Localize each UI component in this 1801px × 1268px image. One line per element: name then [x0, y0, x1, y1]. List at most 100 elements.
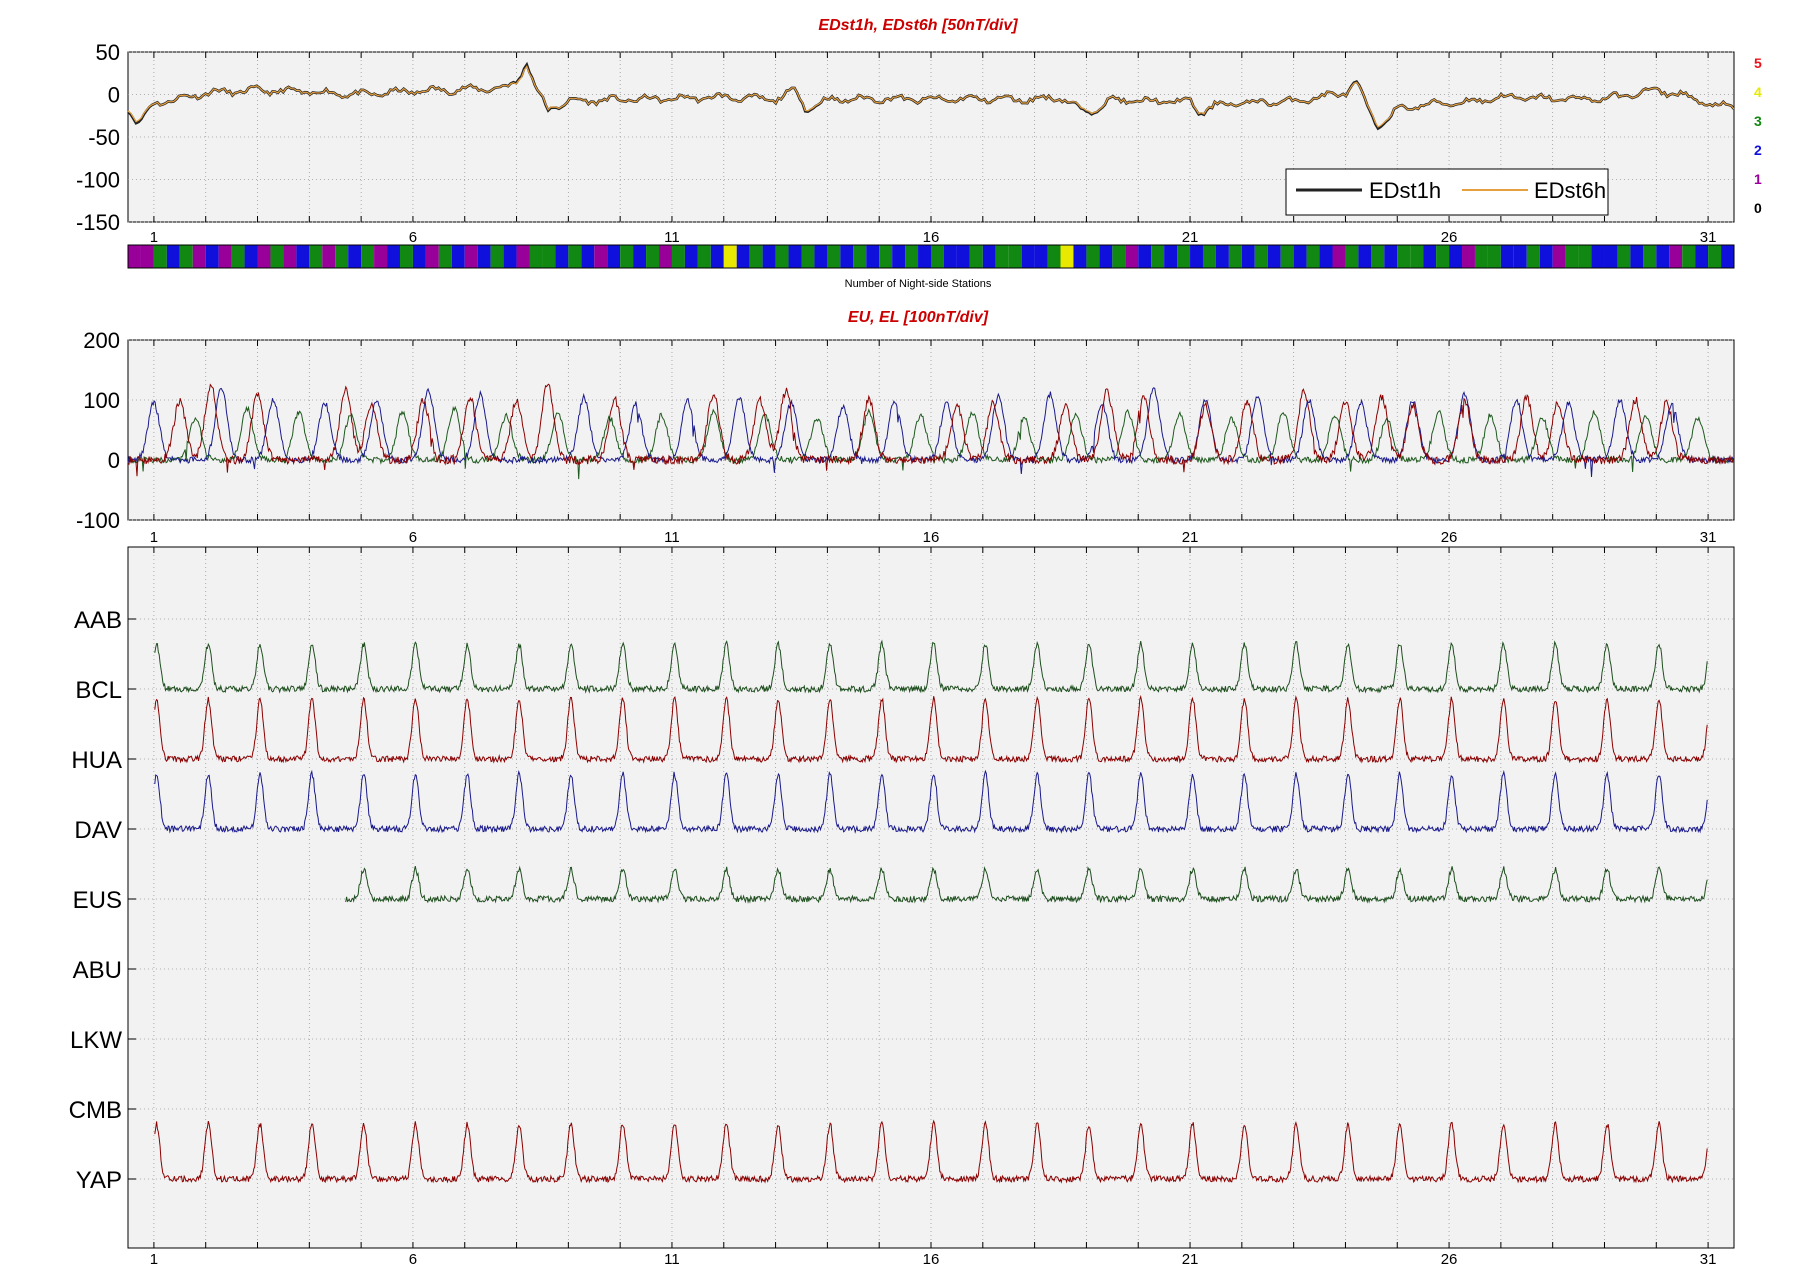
strip-cell — [723, 245, 737, 268]
count-scale-label: 5 — [1754, 55, 1762, 71]
strip-cell — [1487, 245, 1501, 268]
count-scale-label: 1 — [1754, 171, 1762, 187]
strip-cell — [905, 245, 919, 268]
strip-cell — [1073, 245, 1087, 268]
stations-x-tick-label: 6 — [409, 1251, 417, 1268]
strip-cell — [982, 245, 996, 268]
strip-cell — [943, 245, 957, 268]
strip-cell — [1099, 245, 1113, 268]
strip-cell — [270, 245, 284, 268]
strip-cell — [1436, 245, 1450, 268]
strip-cell — [1682, 245, 1696, 268]
strip-cell — [736, 245, 750, 268]
edst6h-line — [127, 65, 1735, 128]
strip-cell — [1151, 245, 1165, 268]
strip-cell — [594, 245, 608, 268]
strip-cell — [348, 245, 362, 268]
strip-cell — [1617, 245, 1631, 268]
strip-cell — [788, 245, 802, 268]
strip-cell — [671, 245, 685, 268]
strip-cell — [1591, 245, 1605, 268]
strip-cell — [529, 245, 543, 268]
strip-label: Number of Night-side Stations — [845, 278, 992, 290]
strip-cell — [555, 245, 569, 268]
strip-cell — [1708, 245, 1722, 268]
strip-cell — [1047, 245, 1061, 268]
strip-cell — [840, 245, 854, 268]
strip-cell — [244, 245, 258, 268]
strip-cell — [1578, 245, 1592, 268]
strip-cell — [1319, 245, 1333, 268]
strip-cell — [1358, 245, 1372, 268]
strip-cell — [1539, 245, 1553, 268]
strip-cell — [166, 245, 180, 268]
count-scale-label: 4 — [1754, 84, 1762, 100]
edst-x-tick-label: 11 — [664, 229, 680, 246]
strip-cell — [1371, 245, 1385, 268]
edst-panel-title: EDst1h, EDst6h [50nT/div] — [818, 17, 1018, 34]
stations-x-tick-label: 16 — [923, 1251, 940, 1268]
eu-el-x-tick-label: 6 — [409, 529, 417, 546]
strip-cell — [1228, 245, 1242, 268]
strip-frame — [127, 244, 1735, 269]
night-side-stations-strip — [127, 244, 1735, 269]
strip-cell — [1021, 245, 1035, 268]
strip-cell — [607, 245, 621, 268]
strip-cell — [1306, 245, 1320, 268]
strip-cell — [762, 245, 776, 268]
strip-cell — [1112, 245, 1126, 268]
strip-cell — [931, 245, 944, 268]
strip-cell — [956, 245, 970, 268]
edst-y-tick-label: 0 — [108, 83, 120, 108]
strip-cell — [1656, 245, 1670, 268]
strip-cell — [969, 245, 983, 268]
count-scale-label: 2 — [1754, 142, 1762, 158]
strip-cell — [1630, 245, 1644, 268]
edst-y-tick-label: -100 — [76, 168, 120, 193]
legend-label-edst1h: EDst1h — [1369, 178, 1441, 203]
strip-cell — [179, 245, 193, 268]
strip-cell — [1177, 245, 1191, 268]
count-scale-label: 0 — [1754, 200, 1762, 216]
strip-cell — [387, 245, 400, 268]
strip-cell — [1423, 245, 1437, 268]
strip-cell — [853, 245, 867, 268]
legend-label-edst6h: EDst6h — [1534, 178, 1606, 203]
strip-cell — [205, 245, 219, 268]
strip-cell — [192, 245, 206, 268]
eu-el-x-tick-label: 21 — [1182, 529, 1199, 546]
station-label-aab: AAB — [74, 607, 122, 634]
strip-cell — [1397, 245, 1411, 268]
strip-cell — [620, 245, 634, 268]
eu-el-panel-title: EU, EL [100nT/div] — [848, 309, 989, 326]
station-label-bcl: BCL — [75, 677, 122, 704]
edst-x-tick-label: 31 — [1700, 229, 1717, 246]
strip-cell — [257, 245, 271, 268]
strip-cell — [1449, 245, 1463, 268]
station-label-hua: HUA — [71, 747, 122, 774]
strip-cell — [374, 245, 388, 268]
strip-cell — [412, 245, 426, 268]
strip-cell — [879, 245, 893, 268]
strip-cell — [1164, 245, 1178, 268]
strip-cell — [361, 245, 375, 268]
stations-x-tick-label: 21 — [1182, 1251, 1199, 1268]
station-label-cmb: CMB — [69, 1097, 122, 1124]
strip-cell — [581, 245, 595, 268]
strip-cell — [659, 245, 672, 268]
eu-el-y-tick-label: 100 — [83, 388, 120, 413]
station-trace-aab — [154, 639, 1708, 694]
count-scale-label: 3 — [1754, 113, 1762, 129]
stations-x-tick-label: 11 — [664, 1251, 680, 1268]
strip-cell — [1643, 245, 1657, 268]
station-trace-hua — [154, 769, 1708, 834]
edst-y-tick-label: -50 — [88, 125, 120, 150]
strip-cell — [827, 245, 841, 268]
strip-cell — [1552, 245, 1566, 268]
strip-cell — [1086, 245, 1100, 268]
strip-cell — [1384, 245, 1398, 268]
strip-cell — [1138, 245, 1152, 268]
